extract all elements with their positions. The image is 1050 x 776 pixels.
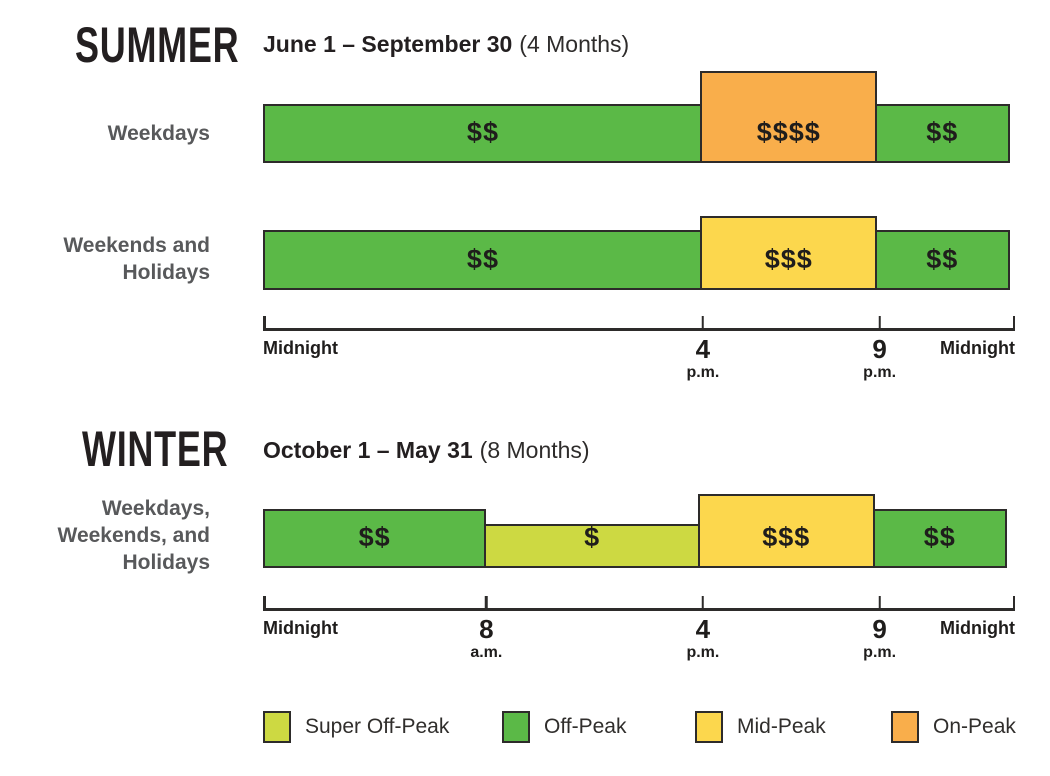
axis-label-midnight: Midnight [263, 618, 338, 638]
axis-line [263, 328, 1015, 331]
axis-meridiem: p.m. [686, 644, 720, 661]
bar-segment-off-peak: $$ [263, 509, 487, 568]
price-label: $$ [926, 244, 959, 274]
bar-segment-off-peak: $$ [872, 509, 1008, 568]
price-label: $$$ [764, 244, 813, 274]
winter-alldays-bars: $$ $ $$$ $$ [263, 494, 1015, 568]
bar-segment-super-off-peak: $ [483, 522, 701, 568]
bar-segment-off-peak: $$ [263, 104, 703, 163]
winter-time-axis: Midnight 8 a.m. 4 p.m. 9 p.m. Midnight [263, 596, 1015, 666]
axis-label-midnight: Midnight [940, 618, 1015, 638]
row-label-line: Weekdays [107, 122, 210, 145]
legend-item-super-off-peak: Super Off-Peak [263, 711, 449, 743]
row-label-line: Holidays [122, 551, 210, 574]
axis-label-4pm: 4 p.m. [686, 336, 719, 381]
off-peak-swatch [502, 711, 530, 743]
price-label: $$$$ [756, 117, 821, 147]
summer-weekends-label: Weekends and Holidays [0, 229, 210, 289]
axis-tick [485, 596, 488, 611]
axis-hour: 4 [695, 614, 711, 644]
axis-meridiem: p.m. [686, 364, 720, 381]
legend-label: Super Off-Peak [305, 715, 450, 738]
legend-item-mid-peak: Mid-Peak [695, 711, 826, 743]
bar-segment-mid-peak: $$$ [700, 216, 878, 290]
axis-meridiem: p.m. [863, 644, 897, 661]
summer-date-range: June 1 – September 30 [263, 31, 513, 57]
summer-date-line: June 1 – September 30 (4 Months) [263, 31, 629, 58]
legend: Super Off-Peak Off-Peak Mid-Peak On-Peak [263, 711, 1033, 745]
axis-tick [701, 316, 705, 331]
winter-alldays-label: Weekdays, Weekends, and Holidays [0, 495, 211, 576]
axis-tick [1012, 596, 1015, 611]
axis-label-9pm: 9 p.m. [863, 336, 896, 381]
row-label-line: Weekdays, [101, 497, 210, 520]
winter-date-range: October 1 – May 31 [263, 437, 473, 463]
summer-weekdays-label: Weekdays [0, 104, 210, 163]
axis-line [263, 608, 1015, 611]
axis-label-midnight: Midnight [940, 338, 1015, 358]
axis-tick [878, 596, 881, 611]
legend-item-on-peak: On-Peak [891, 711, 1016, 743]
bar-segment-off-peak: $$ [874, 104, 1010, 163]
bar-segment-mid-peak: $$$ [697, 494, 875, 568]
axis-tick [263, 596, 266, 611]
axis-tick [878, 316, 881, 331]
row-label-line: Weekends, and [57, 524, 211, 547]
legend-item-off-peak: Off-Peak [502, 711, 626, 743]
axis-meridiem: p.m. [863, 364, 897, 381]
legend-label: On-Peak [933, 715, 1016, 738]
price-label: $ [584, 522, 601, 552]
axis-tick [701, 596, 705, 611]
price-label: $$ [466, 244, 499, 274]
winter-date-line: October 1 – May 31 (8 Months) [263, 437, 590, 464]
axis-label-4pm: 4 p.m. [686, 616, 719, 661]
axis-hour: 9 [872, 614, 887, 644]
legend-label: Mid-Peak [737, 715, 826, 738]
price-label: $$ [358, 522, 391, 552]
axis-tick [1012, 316, 1015, 331]
axis-meridiem: a.m. [470, 644, 503, 661]
price-label: $$$ [762, 522, 811, 552]
mid-peak-swatch [695, 711, 723, 743]
price-label: $$ [923, 522, 956, 552]
summer-weekdays-bars: $$ $$$$ $$ [263, 71, 1015, 163]
price-label: $$ [926, 117, 959, 147]
price-label: $$ [466, 117, 499, 147]
axis-label-9pm: 9 p.m. [863, 616, 896, 661]
summer-time-axis: Midnight 4 p.m. 9 p.m. Midnight [263, 316, 1015, 386]
legend-label: Off-Peak [544, 715, 627, 738]
summer-weekends-bars: $$ $$$ $$ [263, 216, 1015, 290]
bar-segment-off-peak: $$ [263, 230, 703, 290]
row-label-line: Holidays [122, 261, 210, 284]
on-peak-swatch [891, 711, 919, 743]
super-off-peak-swatch [263, 711, 291, 743]
bar-segment-on-peak: $$$$ [700, 71, 878, 163]
axis-label-8am: 8 a.m. [470, 616, 502, 661]
row-label-line: Weekends and [63, 234, 210, 257]
axis-hour: 4 [695, 334, 711, 364]
winter-duration: (8 Months) [479, 437, 590, 463]
axis-tick [263, 316, 266, 331]
summer-title: SUMMER [75, 17, 240, 73]
axis-label-midnight: Midnight [263, 338, 338, 358]
axis-hour: 9 [872, 334, 887, 364]
axis-hour: 8 [479, 614, 494, 644]
bar-segment-off-peak: $$ [874, 230, 1010, 290]
summer-duration: (4 Months) [519, 31, 630, 57]
winter-title: WINTER [82, 421, 229, 477]
